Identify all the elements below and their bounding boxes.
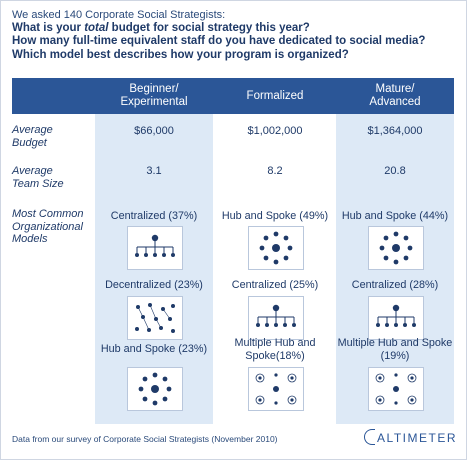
team-formalized: 8.2: [267, 165, 283, 177]
decentralized-icon: [127, 296, 183, 340]
multiple-hub-and-spoke-icon: [248, 367, 304, 411]
hub-and-spoke-icon: [248, 226, 304, 270]
hub-and-spoke-icon: [368, 226, 424, 270]
centralized-icon: [127, 226, 183, 270]
model-label-beginner-2: Decentralized (23%): [105, 279, 203, 291]
column-header-beginner: Beginner/Experimental: [120, 83, 188, 108]
header: We asked 140 Corporate Social Strategist…: [12, 9, 457, 62]
question-staff: How many full-time equivalent staff do y…: [12, 35, 426, 48]
centralized-icon: [248, 296, 304, 340]
model-label-mature-2: Centralized (28%): [351, 279, 439, 291]
logo-mark-icon: [364, 429, 376, 445]
column-header-mature: Mature/Advanced: [369, 83, 421, 108]
model-label-formalized-1: Hub and Spoke (49%): [221, 210, 329, 222]
question-budget: What is your total budget for social str…: [12, 22, 310, 34]
multiple-hub-and-spoke-icon: [368, 367, 424, 411]
model-label-formalized-2: Centralized (25%): [231, 279, 319, 291]
budget-formalized: $1,002,000: [247, 125, 303, 137]
column-header-bar: [12, 78, 454, 114]
emphasis-total: total: [84, 22, 109, 34]
model-label-formalized-3: Multiple Hub and Spoke(18%): [234, 337, 316, 362]
model-label-mature-1: Hub and Spoke (44%): [341, 210, 449, 222]
row-label-team-size: Average Team Size: [12, 165, 64, 190]
source-footnote: Data from our survey of Corporate Social…: [12, 434, 278, 444]
column-header-formalized: Formalized: [246, 90, 304, 102]
row-label-budget: Average Budget: [12, 124, 53, 149]
budget-beginner: $66,000: [134, 125, 174, 137]
model-label-beginner-3: Hub and Spoke (23%): [100, 343, 208, 355]
question-model: Which model best describes how your prog…: [12, 48, 349, 61]
model-label-beginner-1: Centralized (37%): [110, 210, 198, 222]
team-beginner: 3.1: [146, 165, 162, 177]
model-label-mature-3: Multiple Hub and Spoke (19%): [337, 337, 453, 362]
row-label-models: Most Common Organizational Models: [12, 208, 84, 245]
team-mature: 20.8: [384, 165, 406, 177]
intro-text: We asked 140 Corporate Social Strategist…: [12, 9, 226, 21]
budget-mature: $1,364,000: [367, 125, 423, 137]
altimeter-logo: ALTIMETER: [364, 429, 457, 445]
centralized-icon: [368, 296, 424, 340]
hub-and-spoke-icon: [127, 367, 183, 411]
